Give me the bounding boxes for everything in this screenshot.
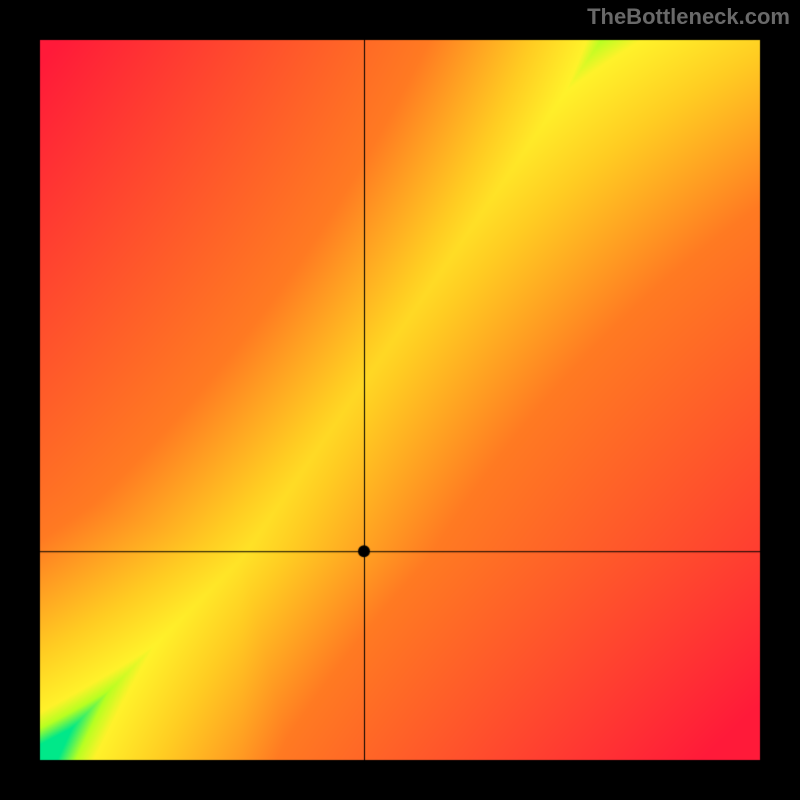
- watermark-text: TheBottleneck.com: [587, 4, 790, 30]
- bottleneck-heatmap: [0, 0, 800, 800]
- chart-frame: TheBottleneck.com: [0, 0, 800, 800]
